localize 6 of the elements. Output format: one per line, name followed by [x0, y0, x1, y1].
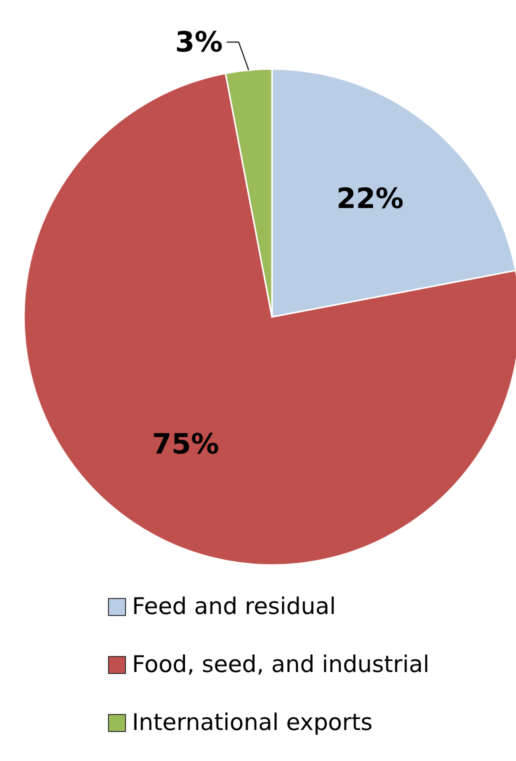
data-label: 75% — [152, 428, 220, 461]
legend-label: International exports — [132, 710, 373, 736]
data-label: 22% — [336, 182, 404, 216]
data-label: 3% — [175, 26, 223, 59]
legend-label: Food, seed, and industrial — [132, 652, 430, 678]
legend-label: Feed and residual — [132, 594, 336, 620]
